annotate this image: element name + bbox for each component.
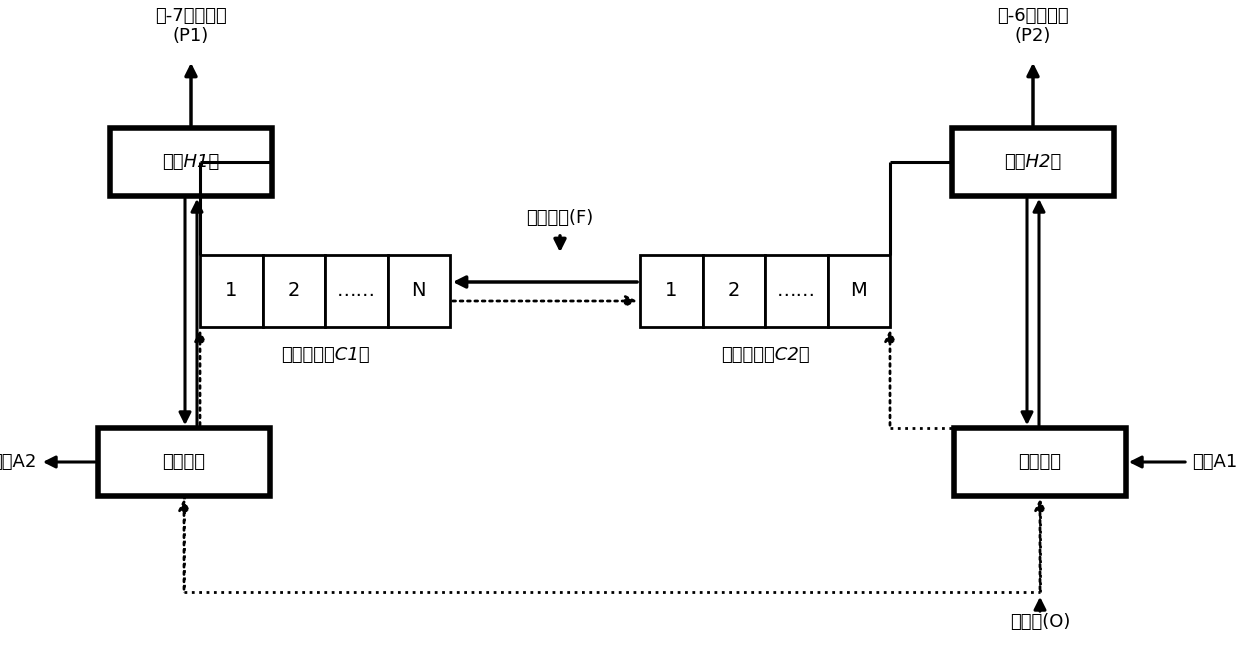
Text: 1: 1 [665,281,677,301]
Text: 1: 1 [226,281,237,301]
Bar [827,255,890,327]
Text: 锂-7富集产品
(P1): 锂-7富集产品 (P1) [155,6,227,45]
Bar [200,255,263,327]
Text: 锂-6富集产品
(P2): 锂-6富集产品 (P2) [997,6,1069,45]
Bar [703,255,765,327]
Text: 2: 2 [728,281,740,301]
Bar [263,255,325,327]
Bar [110,128,272,196]
Text: 萃取分离段C2段: 萃取分离段C2段 [720,346,810,364]
Text: 有机相(O): 有机相(O) [1009,613,1070,631]
Text: 下转相段: 下转相段 [1018,453,1061,471]
Text: 含锂料液(F): 含锂料液(F) [526,209,594,227]
Text: ……: …… [337,281,376,301]
Bar [954,428,1126,496]
Text: 水相A2: 水相A2 [0,453,36,471]
Text: 2: 2 [288,281,300,301]
Bar [325,255,387,327]
Text: N: N [412,281,427,301]
Bar [98,428,270,496]
Text: M: M [851,281,867,301]
Bar [640,255,703,327]
Text: ……: …… [776,281,816,301]
Text: 缓冲H1段: 缓冲H1段 [162,153,219,171]
Bar [952,128,1114,196]
Bar [387,255,450,327]
Text: 缓冲H2段: 缓冲H2段 [1004,153,1061,171]
Bar [765,255,827,327]
Text: 萃取分离段C1段: 萃取分离段C1段 [280,346,370,364]
Text: 上转相段: 上转相段 [162,453,206,471]
Text: 水相A1: 水相A1 [1192,453,1238,471]
